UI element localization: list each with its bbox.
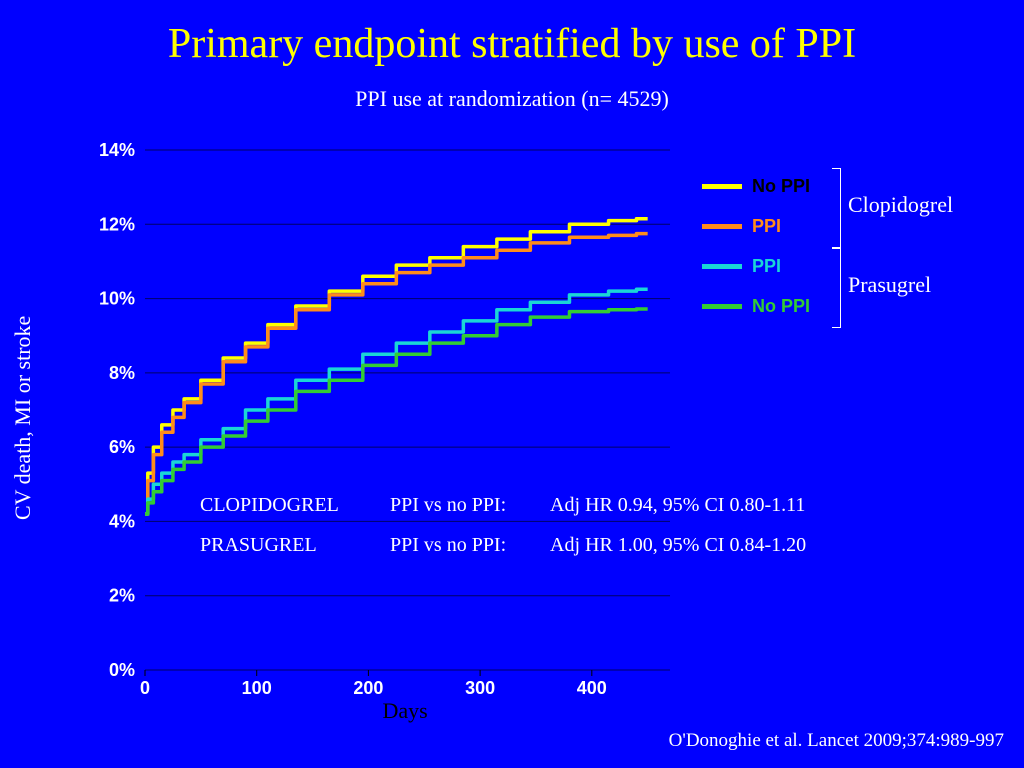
legend-swatch xyxy=(702,184,742,189)
hr-drug: PRASUGREL xyxy=(200,534,390,557)
citation: O'Donoghie et al. Lancet 2009;374:989-99… xyxy=(669,730,1004,752)
svg-text:0%: 0% xyxy=(109,660,135,680)
hr-comparison: PPI vs no PPI: xyxy=(390,494,550,517)
hr-drug: CLOPIDOGREL xyxy=(200,494,390,517)
slide-title: Primary endpoint stratified by use of PP… xyxy=(0,20,1024,68)
hr-row: CLOPIDOGRELPPI vs no PPI:Adj HR 0.94, 95… xyxy=(200,494,805,517)
svg-text:6%: 6% xyxy=(109,437,135,457)
legend-swatch xyxy=(702,264,742,269)
group-bracket xyxy=(832,248,841,328)
legend-item: PPI xyxy=(702,206,810,246)
legend-label: PPI xyxy=(752,216,781,237)
hr-comparison: PPI vs no PPI: xyxy=(390,534,550,557)
legend: No PPI PPI PPI No PPI xyxy=(702,166,810,326)
legend-swatch xyxy=(702,304,742,309)
group-label: Prasugrel xyxy=(848,272,931,298)
svg-text:400: 400 xyxy=(577,678,607,698)
svg-text:8%: 8% xyxy=(109,363,135,383)
svg-text:2%: 2% xyxy=(109,586,135,606)
y-axis-label-text: CV death, MI or stroke xyxy=(10,316,35,520)
hr-stat: Adj HR 0.94, 95% CI 0.80-1.11 xyxy=(550,494,805,516)
svg-text:4%: 4% xyxy=(109,511,135,531)
hr-row: PRASUGRELPPI vs no PPI:Adj HR 1.00, 95% … xyxy=(200,534,806,557)
group-label: Clopidogrel xyxy=(848,192,953,218)
legend-label: No PPI xyxy=(752,296,810,317)
hr-stat: Adj HR 1.00, 95% CI 0.84-1.20 xyxy=(550,534,806,556)
x-axis-label: Days xyxy=(383,698,428,724)
group-bracket xyxy=(832,168,841,248)
svg-text:300: 300 xyxy=(465,678,495,698)
legend-item: PPI xyxy=(702,246,810,286)
chart-plot: 0% 2% 4% 6% 8% 10% 12% 14% 0 100 200 300 400 xyxy=(95,140,680,700)
slide: Primary endpoint stratified by use of PP… xyxy=(0,0,1024,768)
svg-text:12%: 12% xyxy=(99,214,135,234)
svg-text:14%: 14% xyxy=(99,140,135,160)
svg-text:10%: 10% xyxy=(99,289,135,309)
legend-label: No PPI xyxy=(752,176,810,197)
legend-item: No PPI xyxy=(702,286,810,326)
legend-item: No PPI xyxy=(702,166,810,206)
svg-text:0: 0 xyxy=(140,678,150,698)
svg-text:100: 100 xyxy=(242,678,272,698)
y-axis-label: CV death, MI or stroke xyxy=(10,316,36,520)
slide-subtitle: PPI use at randomization (n= 4529) xyxy=(0,86,1024,112)
legend-label: PPI xyxy=(752,256,781,277)
svg-text:200: 200 xyxy=(353,678,383,698)
legend-swatch xyxy=(702,224,742,229)
